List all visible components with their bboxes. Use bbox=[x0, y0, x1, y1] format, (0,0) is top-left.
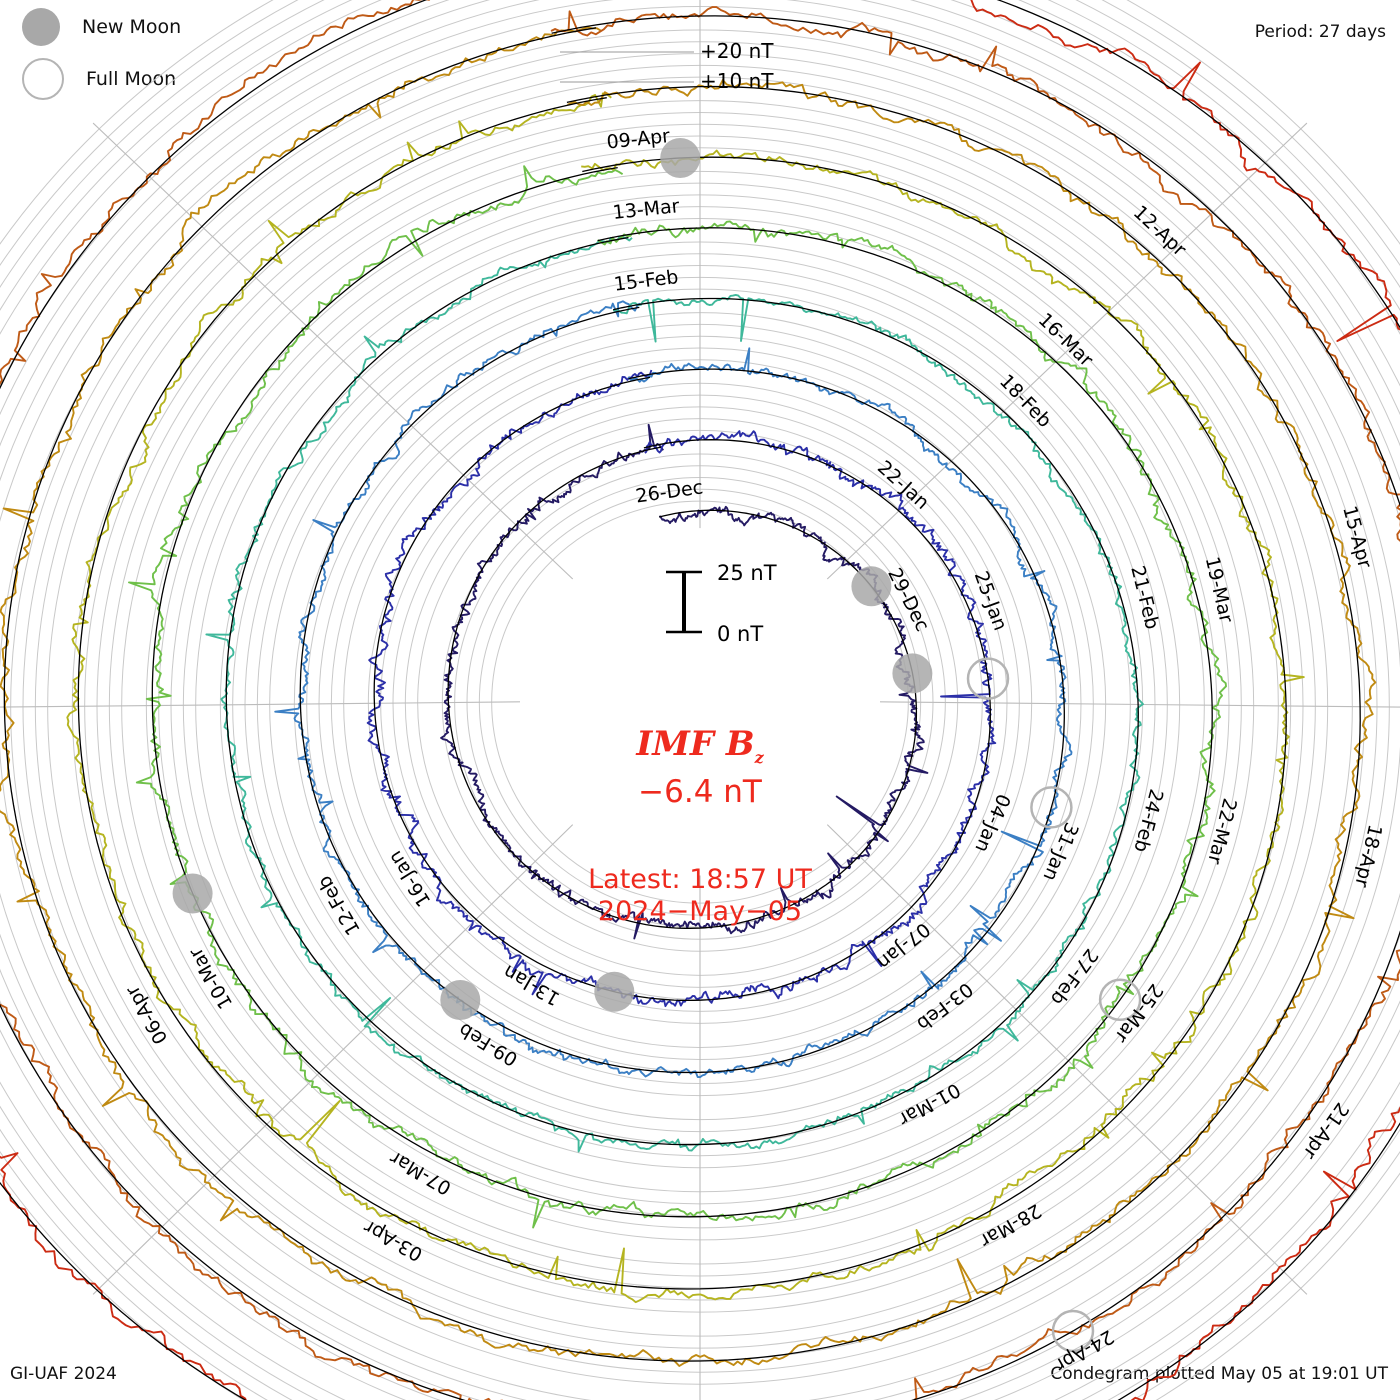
date-label: 15-Apr bbox=[1338, 503, 1376, 570]
date-label: 10-Mar bbox=[185, 944, 238, 1013]
legend-item-full-moon: Full Moon bbox=[22, 58, 176, 100]
date-label: 16-Mar bbox=[1034, 309, 1098, 371]
date-label: 19-Mar bbox=[1201, 555, 1238, 625]
new-moon-marker bbox=[440, 980, 481, 1020]
full-moon-marker bbox=[1051, 1309, 1095, 1353]
date-label: 01-Mar bbox=[895, 1078, 964, 1130]
date-label: 21-Feb bbox=[1126, 564, 1163, 632]
full-moon-marker bbox=[966, 657, 1010, 700]
date-label: 16-Jan bbox=[384, 847, 435, 911]
date-label: 29-Dec bbox=[883, 565, 933, 635]
date-label: 15-Feb bbox=[613, 266, 680, 296]
date-label: 06-Apr bbox=[121, 982, 172, 1048]
period-label: Period: 27 days bbox=[1254, 22, 1386, 42]
trace-22-jan bbox=[366, 369, 997, 1008]
new-moon-marker bbox=[172, 873, 213, 914]
new-moon-marker bbox=[851, 566, 892, 607]
date-label: 12-Feb bbox=[313, 872, 364, 939]
date-label: 07-Mar bbox=[386, 1146, 455, 1199]
date-label: 26-Dec bbox=[634, 476, 704, 507]
plotted-label: Condegram plotted May 05 at 19:01 UT bbox=[1050, 1364, 1388, 1384]
trace-26-dec bbox=[440, 423, 929, 940]
date-label: 09-Feb bbox=[455, 1018, 522, 1070]
center-readout: IMF Bz −6.4 nT Latest: 18:57 UT 2024−May… bbox=[588, 724, 812, 927]
imf-value: −6.4 nT bbox=[638, 774, 763, 810]
radial-axis-labels: +20 nT +10 nT bbox=[560, 39, 774, 93]
legend-item-new-moon: New Moon bbox=[22, 8, 181, 46]
imf-quantity-label: IMF Bz bbox=[635, 724, 764, 767]
radial-axis-label: +20 nT bbox=[700, 39, 774, 63]
filled-circle-icon bbox=[22, 8, 60, 46]
trace-18-feb bbox=[274, 300, 1073, 1079]
moon-markers bbox=[172, 138, 1142, 1353]
trace-13-mar bbox=[128, 165, 1227, 1229]
new-moon-marker bbox=[660, 138, 701, 178]
scalebar-top-label: 25 nT bbox=[717, 561, 777, 585]
trace-12-apr bbox=[0, 26, 1377, 1367]
latest-time: Latest: 18:57 UT bbox=[588, 864, 812, 895]
trace-09-apr bbox=[66, 92, 1305, 1304]
legend-label-full-moon: Full Moon bbox=[86, 68, 177, 90]
legend-label-new-moon: New Moon bbox=[82, 16, 182, 38]
new-moon-marker bbox=[594, 971, 635, 1012]
new-moon-marker bbox=[892, 653, 933, 694]
radial-axis-label: +10 nT bbox=[700, 69, 774, 93]
credit-label: GI-UAF 2024 bbox=[10, 1364, 117, 1384]
date-label: 24-Feb bbox=[1129, 787, 1167, 855]
date-label: 13-Jan bbox=[500, 960, 564, 1010]
scalebar-bottom-label: 0 nT bbox=[717, 622, 763, 646]
open-circle-icon bbox=[22, 58, 64, 100]
full-moon-marker bbox=[1098, 978, 1142, 1022]
scale-bar: 25 nT 0 nT bbox=[666, 561, 777, 646]
latest-date: 2024−May−05 bbox=[598, 896, 802, 927]
full-moon-marker bbox=[1030, 786, 1073, 829]
date-label: 18-Apr bbox=[1350, 822, 1386, 889]
date-label: 18-Feb bbox=[995, 370, 1056, 432]
date-label: 28-Mar bbox=[976, 1199, 1045, 1252]
